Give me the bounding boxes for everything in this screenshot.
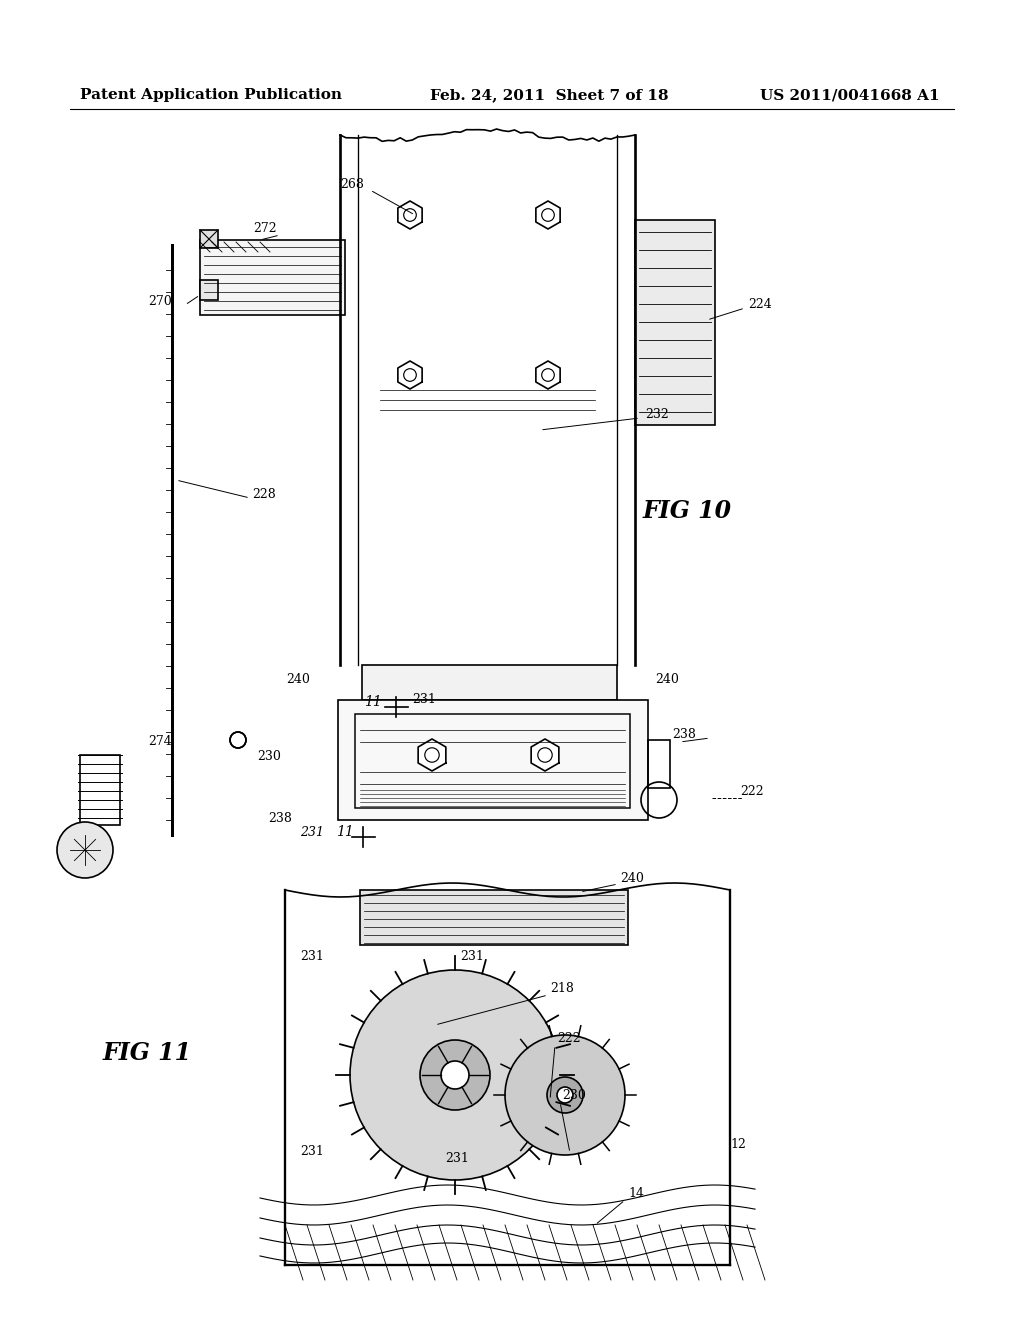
Circle shape bbox=[57, 822, 113, 878]
Text: 238: 238 bbox=[672, 729, 696, 741]
Text: 230: 230 bbox=[257, 750, 281, 763]
Bar bbox=[635, 220, 715, 425]
Polygon shape bbox=[531, 739, 559, 771]
Text: 228: 228 bbox=[252, 488, 275, 502]
Text: 240: 240 bbox=[655, 673, 679, 686]
Text: US 2011/0041668 A1: US 2011/0041668 A1 bbox=[761, 88, 940, 102]
Bar bbox=[360, 890, 628, 945]
Text: 274: 274 bbox=[148, 735, 172, 748]
Text: 272: 272 bbox=[253, 222, 276, 235]
Circle shape bbox=[547, 1077, 583, 1113]
Text: 224: 224 bbox=[748, 298, 772, 312]
Text: FIG 11: FIG 11 bbox=[103, 1041, 193, 1065]
Circle shape bbox=[505, 1035, 625, 1155]
Text: 222: 222 bbox=[740, 785, 764, 799]
Polygon shape bbox=[398, 201, 422, 228]
Text: 231: 231 bbox=[412, 693, 436, 706]
Text: 240: 240 bbox=[286, 673, 310, 686]
Text: 222: 222 bbox=[557, 1032, 581, 1045]
Text: 231: 231 bbox=[300, 826, 324, 840]
Bar bbox=[80, 755, 120, 825]
Text: 218: 218 bbox=[550, 982, 573, 995]
Bar bbox=[355, 714, 630, 808]
Circle shape bbox=[557, 1086, 573, 1104]
Text: 232: 232 bbox=[645, 408, 669, 421]
Bar bbox=[200, 230, 218, 248]
Bar bbox=[200, 280, 218, 300]
Text: 231: 231 bbox=[445, 1152, 469, 1166]
Text: 240: 240 bbox=[620, 873, 644, 884]
Bar bbox=[338, 700, 648, 820]
Text: 14: 14 bbox=[628, 1187, 644, 1200]
Circle shape bbox=[420, 1040, 490, 1110]
Text: 11: 11 bbox=[365, 696, 382, 709]
Text: 270: 270 bbox=[148, 294, 172, 308]
Text: 268: 268 bbox=[340, 177, 364, 190]
Circle shape bbox=[441, 1061, 469, 1089]
Text: 12: 12 bbox=[730, 1138, 745, 1151]
Polygon shape bbox=[536, 201, 560, 228]
Text: Feb. 24, 2011  Sheet 7 of 18: Feb. 24, 2011 Sheet 7 of 18 bbox=[430, 88, 669, 102]
Circle shape bbox=[350, 970, 560, 1180]
Text: 231: 231 bbox=[460, 950, 484, 964]
Bar bbox=[648, 741, 670, 788]
Text: 238: 238 bbox=[268, 812, 292, 825]
Polygon shape bbox=[536, 360, 560, 389]
Text: 11: 11 bbox=[336, 825, 353, 840]
Polygon shape bbox=[418, 739, 445, 771]
Text: 231: 231 bbox=[300, 950, 324, 964]
Polygon shape bbox=[398, 360, 422, 389]
Text: 230: 230 bbox=[562, 1089, 586, 1102]
Text: 231: 231 bbox=[300, 1144, 324, 1158]
Text: FIG 10: FIG 10 bbox=[643, 499, 732, 523]
Text: Patent Application Publication: Patent Application Publication bbox=[80, 88, 342, 102]
Bar bbox=[200, 240, 345, 315]
Bar bbox=[362, 665, 617, 700]
